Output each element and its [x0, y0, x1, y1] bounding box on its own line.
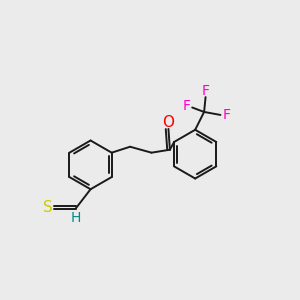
Text: O: O [162, 115, 174, 130]
Text: F: F [202, 84, 210, 98]
Text: F: F [182, 99, 190, 113]
Text: H: H [70, 211, 81, 225]
Text: F: F [223, 108, 231, 122]
Text: S: S [43, 200, 52, 214]
